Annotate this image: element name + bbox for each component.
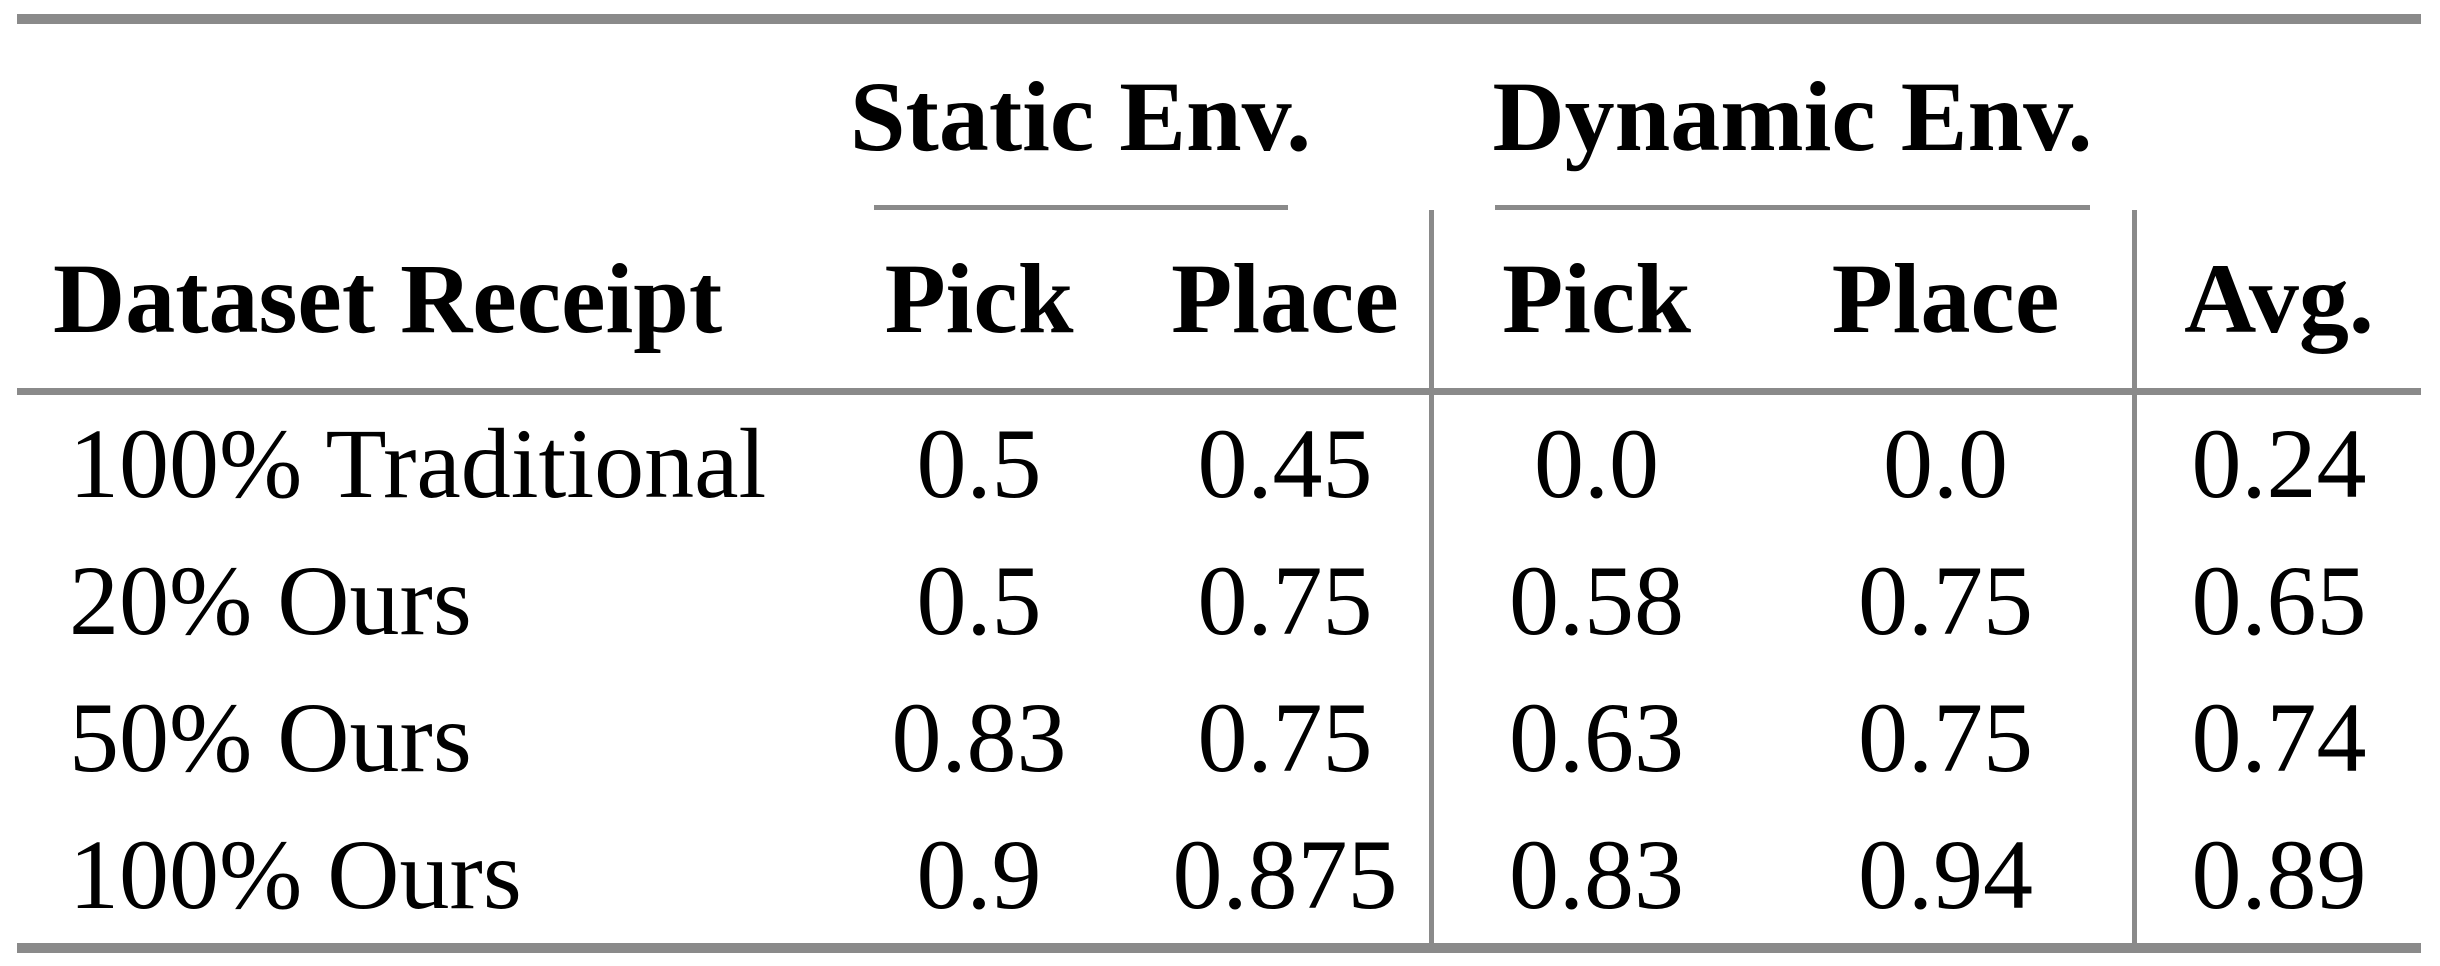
table-cell-dynamic-place: 0.75 [1759,532,2137,669]
row-label: 20% Ours [69,544,472,656]
table-cell-static-pick: 0.5 [916,407,1042,519]
static-env-group-cell: Static Env. [817,24,1434,210]
dynamic-env-underline [1495,205,2090,210]
static-env-underline [873,205,1288,210]
dynamic-pick-header: Pick [1502,243,1691,354]
table-cell-dynamic-pick: 0.83 [1509,818,1684,930]
corner-spacer [2137,24,2421,210]
table-cell-dynamic-pick: 0.58 [1509,544,1684,656]
table-header: Static Env. Dynamic Env. Dataset Receipt… [17,24,2421,388]
column-header-row: Dataset Receipt Pick Place Pick Place Av… [17,210,2421,388]
table-cell-avg: 0.89 [2191,818,2367,930]
table-row: 20% Ours 0.5 0.75 0.58 0.75 0.65 [17,532,2421,669]
dataset-receipt-header: Dataset Receipt [53,243,723,354]
table-row: 100% Ours 0.9 0.875 0.83 0.94 0.89 [17,806,2421,943]
avg-header: Avg. [2184,243,2374,354]
table-bottom-rule [17,943,2421,953]
dynamic-env-group-cell: Dynamic Env. [1434,24,2137,210]
table-cell-dynamic-place: 0.75 [1759,669,2137,806]
table-cell-static-place: 0.75 [1141,669,1434,806]
table-cell-dynamic-place: 0.94 [1759,806,2137,943]
table-cell-dynamic-place: 0.0 [1759,395,2137,532]
table-body: 100% Traditional 0.5 0.45 0.0 0.0 0.24 2… [17,395,2421,943]
static-env-header: Static Env. [849,61,1312,172]
dynamic-place-header: Place [1759,210,2138,388]
corner-spacer [17,24,817,210]
table-cell-dynamic-pick: 0.0 [1534,407,1659,519]
table-header-rule [17,388,2421,395]
group-header-row: Static Env. Dynamic Env. [17,24,2421,210]
table-row: 50% Ours 0.83 0.75 0.63 0.75 0.74 [17,669,2421,806]
table-cell-static-place: 0.875 [1141,806,1434,943]
table-cell-static-pick: 0.9 [916,818,1042,930]
static-pick-header: Pick [884,243,1074,354]
table-cell-avg: 0.24 [2191,407,2367,519]
table-cell-static-place: 0.45 [1141,395,1434,532]
table-top-rule [17,14,2421,24]
table-cell-static-pick: 0.83 [891,681,1067,793]
table-cell-static-pick: 0.5 [916,544,1042,656]
results-table: Static Env. Dynamic Env. Dataset Receipt… [17,14,2421,953]
row-label: 100% Traditional [69,407,767,519]
dynamic-env-header: Dynamic Env. [1492,61,2093,172]
table-cell-dynamic-pick: 0.63 [1509,681,1684,793]
static-place-header: Place [1141,210,1434,388]
table-cell-avg: 0.65 [2191,544,2367,656]
row-label: 100% Ours [69,818,522,930]
table-row: 100% Traditional 0.5 0.45 0.0 0.0 0.24 [17,395,2421,532]
table-cell-avg: 0.74 [2191,681,2367,793]
row-label: 50% Ours [69,681,472,793]
table-cell-static-place: 0.75 [1141,532,1434,669]
